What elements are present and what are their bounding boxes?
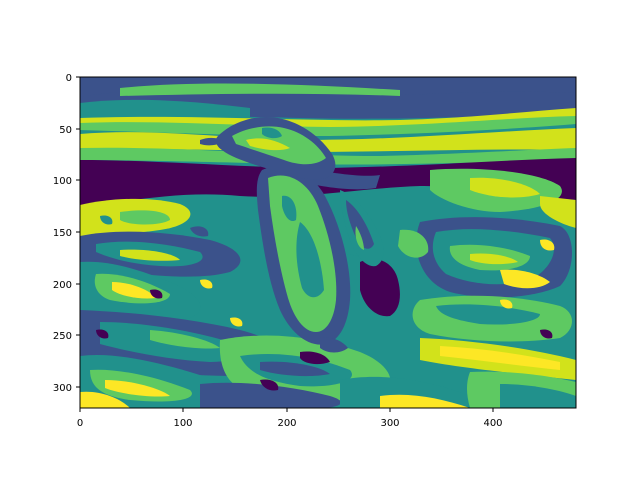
y-axis: 0 50 100 150 200 250 300 bbox=[53, 73, 80, 394]
penguin-image bbox=[80, 77, 576, 408]
x-tick-label: 400 bbox=[483, 418, 502, 429]
x-tick-label: 300 bbox=[380, 418, 399, 429]
y-tick-label: 0 bbox=[66, 73, 72, 84]
y-tick-label: 50 bbox=[59, 125, 72, 136]
axes-frame bbox=[79, 76, 577, 409]
y-tick-label: 100 bbox=[53, 176, 72, 187]
x-tick-label: 0 bbox=[77, 418, 83, 429]
y-tick-label: 250 bbox=[53, 331, 72, 342]
x-tick-label: 200 bbox=[277, 418, 296, 429]
x-axis: 0 100 200 300 400 bbox=[77, 408, 503, 429]
x-tick-label: 100 bbox=[173, 418, 192, 429]
y-tick-label: 300 bbox=[53, 383, 72, 394]
y-tick-label: 200 bbox=[53, 280, 72, 291]
y-tick-label: 150 bbox=[53, 228, 72, 239]
